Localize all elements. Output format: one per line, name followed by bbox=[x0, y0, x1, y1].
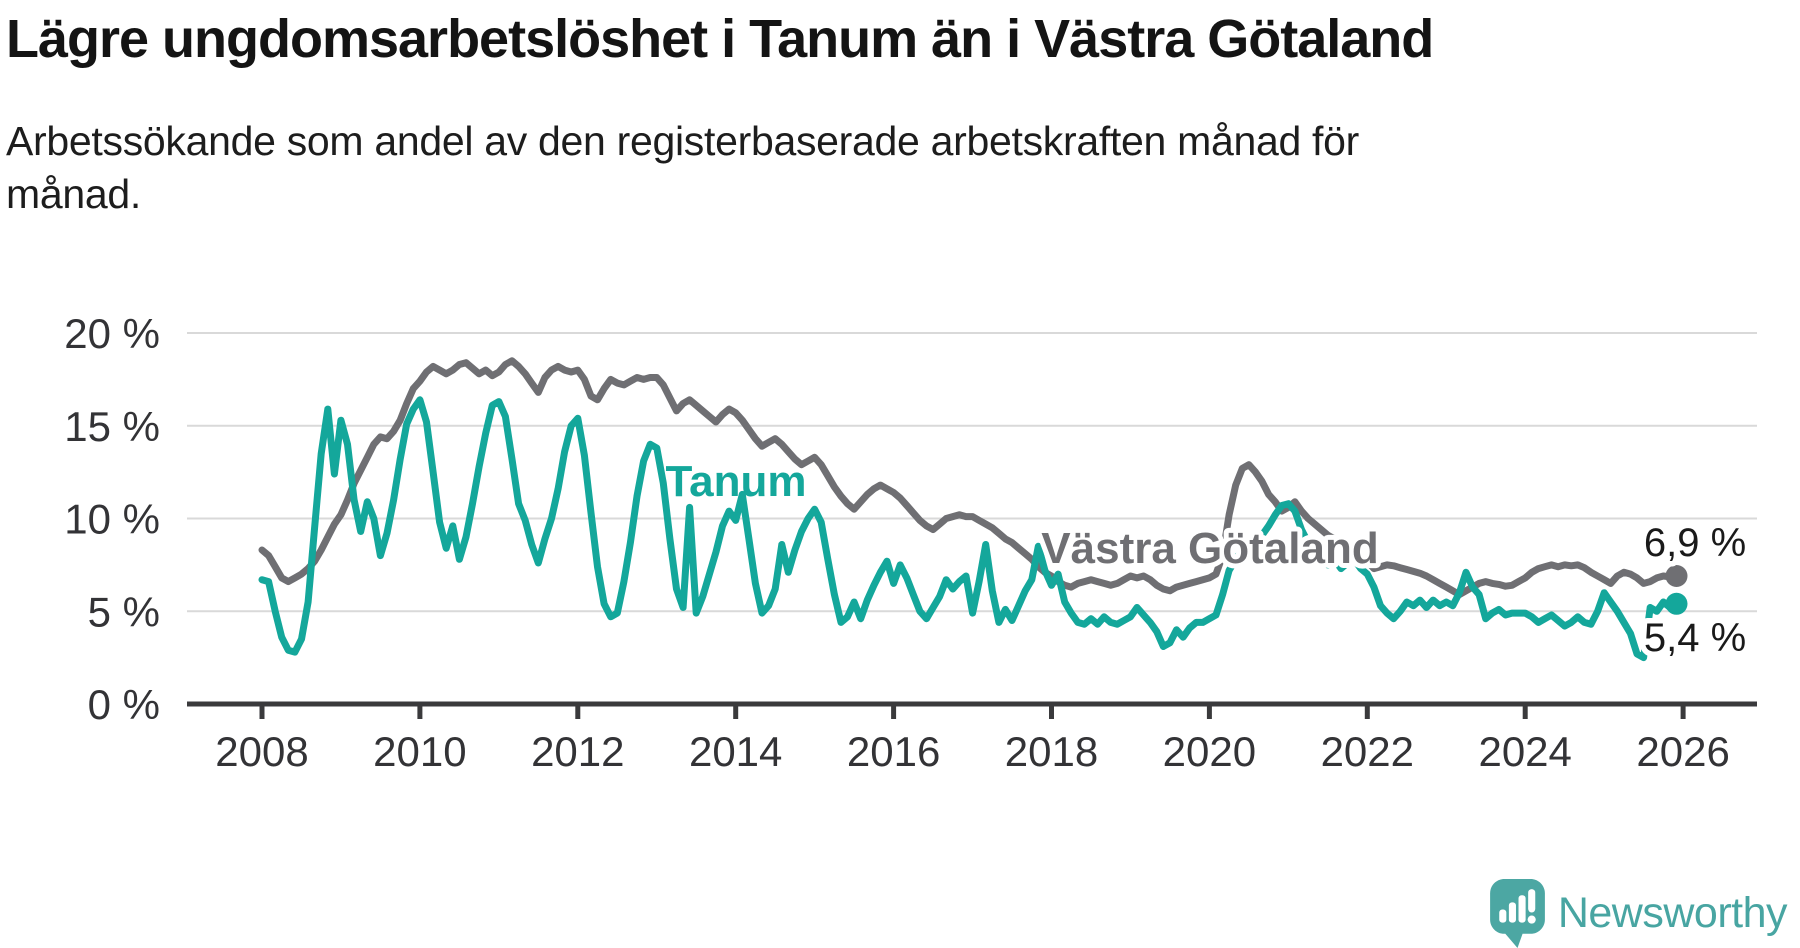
x-tick-label-2022: 2022 bbox=[1321, 728, 1414, 775]
v-stra-g-taland-line bbox=[258, 357, 1680, 599]
y-tick-label-10: 10 % bbox=[64, 496, 160, 543]
x-tick-label-2010: 2010 bbox=[373, 728, 466, 775]
logo-bar-2 bbox=[1508, 901, 1516, 923]
x-tick-label-2026: 2026 bbox=[1636, 728, 1729, 775]
tanum-end-value-label: 5,4 % bbox=[1644, 616, 1746, 660]
x-tick-label-2008: 2008 bbox=[215, 728, 308, 775]
x-tick-label-2016: 2016 bbox=[847, 728, 940, 775]
x-tick-label-2012: 2012 bbox=[531, 728, 624, 775]
logo-bar-1 bbox=[1499, 908, 1507, 923]
x-tick-label-2020: 2020 bbox=[1163, 728, 1256, 775]
logo-exclamation-bar bbox=[1527, 888, 1536, 912]
y-tick-label-15: 15 % bbox=[64, 403, 160, 450]
v-stra-g-taland-end-dot bbox=[1665, 565, 1688, 587]
newsworthy-logo-icon bbox=[1489, 878, 1545, 948]
x-tick-label-2014: 2014 bbox=[689, 728, 782, 775]
newsworthy-logo: Newsworthy bbox=[1489, 878, 1788, 948]
y-tick-label-5: 5 % bbox=[88, 588, 160, 635]
v-stra-g-taland-series-label: Västra Götaland bbox=[1041, 524, 1378, 573]
chart-title: Lägre ungdomsarbetslöshet i Tanum än i V… bbox=[6, 9, 1434, 69]
y-tick-label-20: 20 % bbox=[64, 310, 160, 357]
chart-subtitle-line2: månad. bbox=[6, 171, 141, 217]
v-stra-g-taland-end-value-label: 6,9 % bbox=[1644, 521, 1746, 565]
x-tick-label-2018: 2018 bbox=[1005, 728, 1098, 775]
x-tick-label-2024: 2024 bbox=[1478, 728, 1571, 775]
newsworthy-logo-text: Newsworthy bbox=[1557, 888, 1788, 937]
tanum-end-dot bbox=[1665, 592, 1688, 615]
logo-bubble-shape bbox=[1489, 878, 1545, 948]
tanum-line bbox=[258, 396, 1680, 662]
logo-bar-3 bbox=[1518, 894, 1526, 923]
tanum-series-label: Tanum bbox=[666, 457, 807, 506]
logo-exclamation-dot bbox=[1527, 915, 1536, 924]
chart-subtitle-line1: Arbetssökande som andel av den registerb… bbox=[6, 118, 1360, 164]
y-tick-label-0: 0 % bbox=[88, 681, 160, 728]
